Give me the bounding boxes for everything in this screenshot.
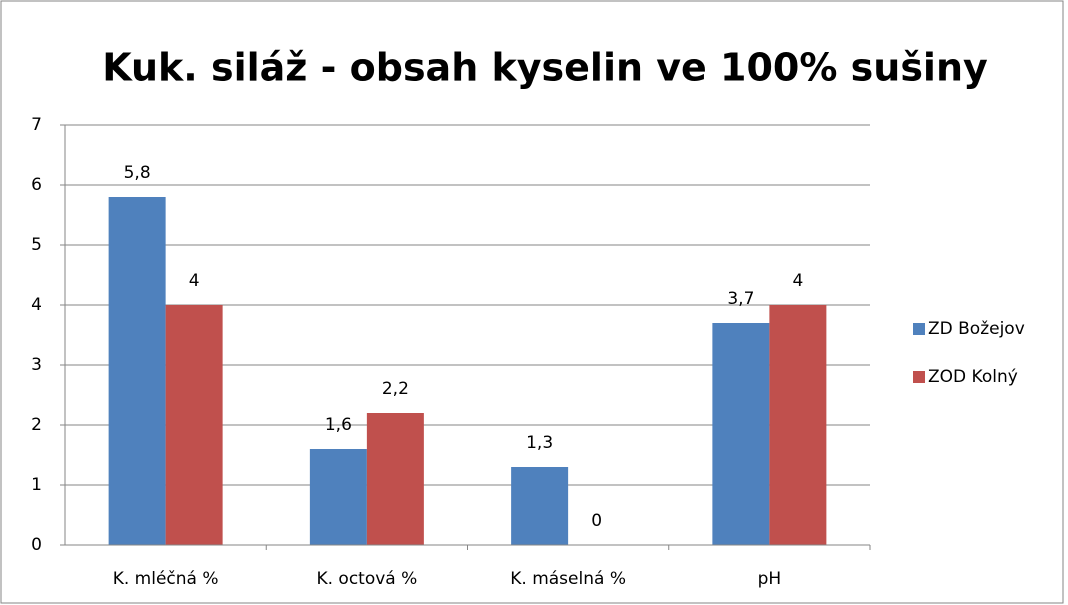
chart-title: Kuk. siláž - obsah kyselin ve 100% sušin… [102, 46, 988, 90]
x-tick-label: K. máselná % [510, 569, 626, 589]
y-tick-label: 7 [31, 115, 42, 135]
y-tick-label: 2 [31, 415, 42, 435]
legend-label: ZOD Kolný [928, 367, 1018, 387]
y-tick-label: 1 [31, 475, 42, 495]
x-tick-label: K. octová % [316, 569, 417, 589]
y-tick-label: 3 [31, 355, 42, 375]
legend-swatch [913, 323, 925, 335]
value-label: 1,6 [325, 415, 352, 435]
bar [366, 413, 424, 545]
legend-swatch [913, 371, 925, 383]
y-tick-label: 6 [31, 175, 42, 195]
value-label: 2,2 [382, 379, 409, 399]
bar [769, 305, 827, 545]
value-label: 0 [591, 511, 602, 531]
bar [108, 197, 166, 545]
bar [712, 323, 770, 545]
value-label: 5,8 [124, 163, 151, 183]
legend-label: ZD Božejov [928, 319, 1025, 339]
y-tick-label: 4 [31, 295, 42, 315]
y-tick-label: 0 [31, 535, 42, 555]
bar [511, 467, 569, 545]
value-label: 1,3 [526, 433, 553, 453]
x-tick-label: pH [758, 569, 782, 589]
value-label: 3,7 [727, 289, 754, 309]
y-tick-label: 5 [31, 235, 42, 255]
bar [165, 305, 223, 545]
bar [309, 449, 367, 545]
value-label: 4 [792, 271, 803, 291]
value-label: 4 [189, 271, 200, 291]
x-tick-label: K. mléčná % [113, 569, 219, 589]
